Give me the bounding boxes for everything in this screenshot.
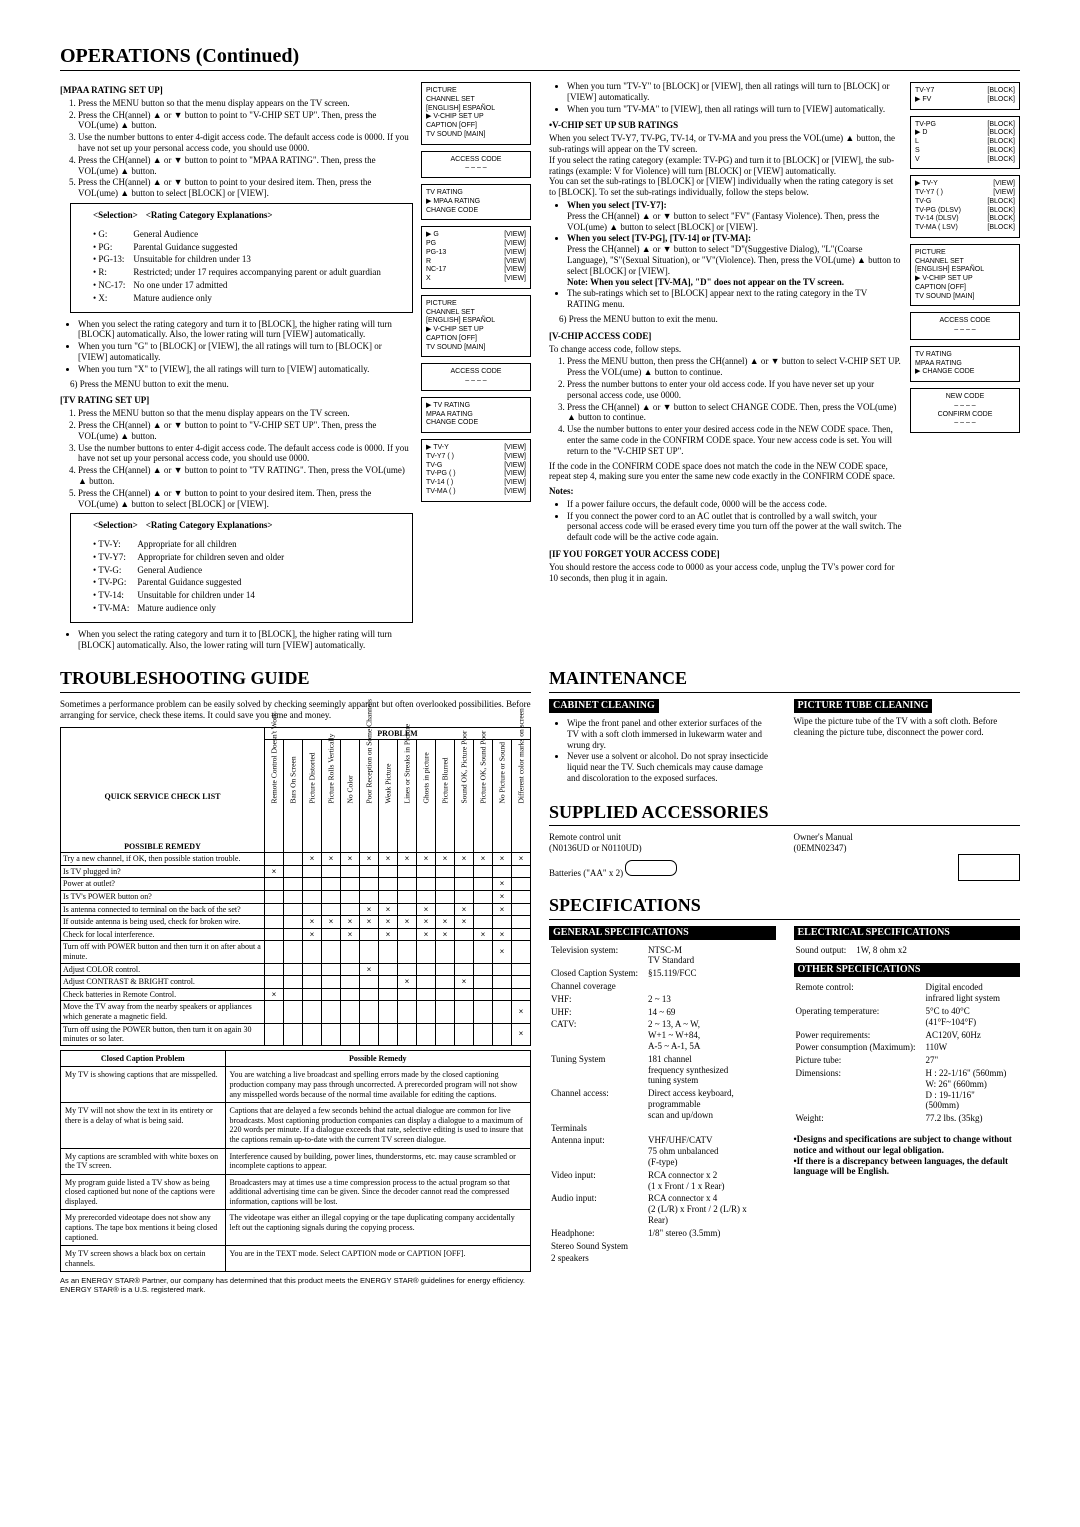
mpaa-step6: 6) Press the MENU button to exit the men… xyxy=(70,379,413,390)
tv-head: [TV RATING SET UP] xyxy=(60,395,413,406)
vchip-sub-text: When you select TV-Y7, TV-PG, TV-14, or … xyxy=(549,133,902,198)
spec-notice-2: •If there is a discrepancy between langu… xyxy=(794,1156,1021,1178)
manual-label: Owner's Manual xyxy=(794,832,1021,843)
osd-sub-y7: TV-Y7[BLOCK]▶ FV[BLOCK] xyxy=(910,82,1020,110)
spec-notice-1: •Designs and specifications are subject … xyxy=(794,1134,1021,1156)
access-lead: To change access code, follow steps. xyxy=(549,344,902,355)
osd-access-code-1: ACCESS CODE – – – – xyxy=(421,151,531,179)
access-warn: If the code in the CONFIRM CODE space do… xyxy=(549,461,902,483)
mpaa-notes: When you select the rating category and … xyxy=(70,319,413,375)
step-item: Press the CH(annel) ▲ or ▼ button to poi… xyxy=(78,465,413,487)
step-item: Use the number buttons to enter 4-digit … xyxy=(78,443,413,465)
other-spec-head: OTHER SPECIFICATIONS xyxy=(794,963,1021,977)
trouble-title: TROUBLESHOOTING GUIDE xyxy=(60,668,531,693)
mpaa-rating-table: <Selection> <Rating Category Explanation… xyxy=(70,203,413,313)
remote-label: Remote control unit xyxy=(549,832,776,843)
step-item: Press the CH(annel) ▲ or ▼ button to poi… xyxy=(78,155,413,177)
specs-title: SPECIFICATIONS xyxy=(549,895,1020,920)
osd-tv-menu: ▶ TV RATING MPAA RATING CHANGE CODE xyxy=(421,397,531,433)
right-notes: If a power failure occurs, the default c… xyxy=(559,499,902,543)
tv-steps: Press the MENU button so that the menu d… xyxy=(70,408,413,509)
access-steps: Press the MENU button, then press the CH… xyxy=(559,356,902,456)
osd-mpaa-menu: TV RATING ▶ MPAA RATING CHANGE CODE xyxy=(421,184,531,220)
title-operations: OPERATIONS (Continued) xyxy=(60,44,1020,71)
energy-star-note: As an ENERGY STAR® Partner, our company … xyxy=(60,1276,531,1294)
tube-body: Wipe the picture tube of the TV with a s… xyxy=(794,716,1021,738)
bullet-item: Never use a solvent or alcohol. Do not s… xyxy=(567,751,776,783)
forget-head: [IF YOU FORGET YOUR ACCESS CODE] xyxy=(549,549,902,560)
step-item: Use the number buttons to enter 4-digit … xyxy=(78,132,413,154)
lower-columns: TROUBLESHOOTING GUIDE Sometimes a perfor… xyxy=(60,654,1020,1294)
osd-picture-menu-1: PICTURE CHANNEL SET [ENGLISH] ESPAÑOL ▶ … xyxy=(421,82,531,145)
exp-head: <Rating Category Explanations> xyxy=(146,210,273,220)
cabinet-head: CABINET CLEANING xyxy=(549,699,659,713)
spec-other-table: Remote control:Digital encoded infrared … xyxy=(794,980,1021,1126)
step-item: Press the CH(annel) ▲ or ▼ button to poi… xyxy=(78,488,413,510)
step-item: Press the CH(annel) ▲ or ▼ button to poi… xyxy=(78,177,413,199)
osd-sub-pg: TV-PG[BLOCK]▶ D[BLOCK]L[BLOCK]S[BLOCK]V[… xyxy=(910,116,1020,170)
sel-head-2: <Selection> xyxy=(93,520,138,530)
operations-columns: [MPAA RATING SET UP] Press the MENU butt… xyxy=(60,79,1020,654)
osd-access-code-3: ACCESS CODE – – – – xyxy=(910,312,1020,340)
bullet-item: When you select the rating category and … xyxy=(78,319,413,341)
spec-elec-table: Sound output:1W, 8 ohm x2 xyxy=(794,943,917,958)
remote-model: (N0136UD or N0110UD) xyxy=(549,843,776,854)
osd-new-code: NEW CODE – – – – CONFIRM CODE – – – – xyxy=(910,388,1020,433)
battery-icon xyxy=(625,860,677,876)
tv-rating-table: <Selection> <Rating Category Explanation… xyxy=(70,513,413,623)
bullet-item: When you turn "G" to [BLOCK] or [VIEW], … xyxy=(78,341,413,363)
bullet-item: If a power failure occurs, the default c… xyxy=(567,499,902,510)
step-item: Press the MENU button so that the menu d… xyxy=(78,98,413,109)
sel-head: <Selection> xyxy=(93,210,138,220)
cabinet-list: Wipe the front panel and other exterior … xyxy=(559,718,776,784)
osd-tv-list: ▶ TV-Y[VIEW]TV-Y7 ( )[VIEW]TV-G[VIEW]TV-… xyxy=(421,439,531,502)
step-item: Press the number buttons to enter your o… xyxy=(567,379,902,401)
step-item: Press the CH(annel) ▲ or ▼ button to sel… xyxy=(567,402,902,424)
bullet-item: When you turn "TV-MA" to [VIEW], then al… xyxy=(567,104,902,115)
forget-body: You should restore the access code to 00… xyxy=(549,562,902,584)
spec-gen-table: Television system:NTSC-M TV StandardClos… xyxy=(549,943,776,1267)
step-item: Use the number buttons to enter your des… xyxy=(567,424,902,456)
batt-label: Batteries ("AA" x 2) xyxy=(549,860,776,879)
vchip-sub-head: •V-CHIP SET UP SUB RATINGS xyxy=(549,120,902,131)
bullet-item: When you turn "TV-Y" to [BLOCK] or [VIEW… xyxy=(567,81,902,103)
mpaa-head: [MPAA RATING SET UP] xyxy=(60,85,413,96)
right-top-bullets: When you turn "TV-Y" to [BLOCK] or [VIEW… xyxy=(559,81,902,114)
supplied-title: SUPPLIED ACCESSORIES xyxy=(549,802,1020,827)
mpaa-steps: Press the MENU button so that the menu d… xyxy=(70,98,413,199)
step-item: Press the CH(annel) ▲ or ▼ button to poi… xyxy=(78,110,413,132)
trouble-intro: Sometimes a performance problem can be e… xyxy=(60,699,531,721)
bullet-item: When you turn "X" to [VIEW], the all rat… xyxy=(78,364,413,375)
check-table: QUICK SERVICE CHECK LIST POSSIBLE REMEDY… xyxy=(60,727,531,1046)
access-head: [V-CHIP ACCESS CODE] xyxy=(549,331,902,342)
manual-model: (0EMN02347) xyxy=(794,843,1021,854)
osd-picture-menu-3: PICTURE CHANNEL SET [ENGLISH] ESPAÑOL ▶ … xyxy=(910,244,1020,307)
step-item: Press the CH(annel) ▲ or ▼ button to poi… xyxy=(78,420,413,442)
notes-head: Notes: xyxy=(549,486,574,496)
osd-picture-menu-2: PICTURE CHANNEL SET [ENGLISH] ESPAÑOL ▶ … xyxy=(421,295,531,358)
gen-spec-head: GENERAL SPECIFICATIONS xyxy=(549,926,776,940)
bullet-item: Wipe the front panel and other exterior … xyxy=(567,718,776,750)
osd-access-code-2: ACCESS CODE – – – – xyxy=(421,363,531,391)
osd-mpaa-list: ▶ G[VIEW]PG[VIEW]PG-13[VIEW]R[VIEW]NC-17… xyxy=(421,226,531,289)
osd-sub-all: ▶ TV-Y[VIEW]TV-Y7 ( )[VIEW]TV-G[BLOCK]TV… xyxy=(910,175,1020,238)
sub-rating-whens: When you select [TV-Y7]:Press the CH(ann… xyxy=(559,200,902,310)
tube-head: PICTURE TUBE CLEANING xyxy=(794,699,933,713)
exp-head-2: <Rating Category Explanations> xyxy=(146,520,273,530)
tv-note: When you select the rating category and … xyxy=(70,629,413,651)
elec-spec-head: ELECTRICAL SPECIFICATIONS xyxy=(794,926,1021,940)
cc-table: Closed Caption Problem Possible Remedy M… xyxy=(60,1050,531,1273)
manual-icon xyxy=(958,854,1020,881)
step-item: Press the MENU button so that the menu d… xyxy=(78,408,413,419)
right-step6: 6) Press the MENU button to exit the men… xyxy=(559,314,902,325)
step-item: Press the MENU button, then press the CH… xyxy=(567,356,902,378)
maint-title: MAINTENANCE xyxy=(549,668,1020,693)
osd-change-menu: TV RATING MPAA RATING ▶ CHANGE CODE xyxy=(910,346,1020,382)
bullet-item: If you connect the power cord to an AC o… xyxy=(567,511,902,543)
